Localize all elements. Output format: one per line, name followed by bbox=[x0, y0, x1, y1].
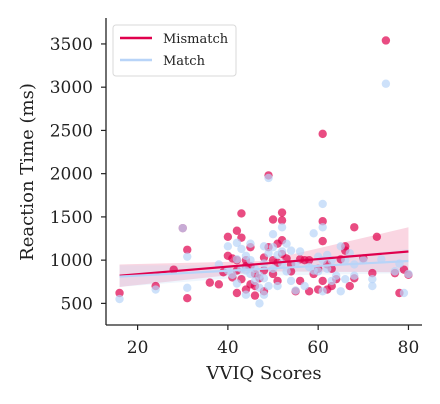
point-match bbox=[259, 242, 269, 251]
legend: Mismatch Match bbox=[112, 24, 237, 77]
point-mismatch bbox=[223, 232, 233, 241]
point-mismatch bbox=[232, 288, 242, 298]
point-match bbox=[183, 252, 192, 261]
point-mismatch bbox=[350, 223, 359, 232]
data-points bbox=[115, 36, 413, 308]
x-tick-label: 20 bbox=[127, 338, 149, 358]
point-mismatch bbox=[345, 281, 354, 291]
point-match bbox=[336, 287, 345, 296]
point-match bbox=[286, 276, 296, 286]
axes: 20 40 60 80 500 1000 1500 2000 2500 3000 3500 VVI… bbox=[17, 18, 422, 384]
point-match bbox=[115, 294, 124, 304]
point-match bbox=[259, 290, 269, 299]
point-mismatch bbox=[318, 217, 327, 226]
point-match bbox=[318, 199, 327, 209]
point-match bbox=[246, 239, 255, 248]
point-match bbox=[300, 281, 309, 291]
point-match bbox=[259, 274, 269, 283]
point-match bbox=[399, 288, 409, 298]
point-match bbox=[368, 274, 377, 284]
point-mismatch bbox=[205, 278, 215, 287]
y-ticks: 500 1000 1500 2000 2500 3000 3500 bbox=[50, 35, 106, 314]
point-mismatch bbox=[214, 280, 224, 289]
point-match bbox=[404, 269, 413, 279]
x-tick-label: 40 bbox=[217, 338, 239, 358]
point-match bbox=[318, 223, 327, 232]
fit-line-match bbox=[119, 259, 409, 278]
point-match bbox=[277, 223, 287, 232]
y-tick-label: 2000 bbox=[50, 165, 93, 185]
point-match bbox=[232, 238, 242, 248]
point-match bbox=[268, 229, 278, 239]
point-match bbox=[232, 255, 242, 264]
point-match bbox=[264, 249, 273, 258]
point-mismatch bbox=[115, 288, 124, 298]
point-match bbox=[228, 270, 237, 280]
point-match bbox=[223, 242, 233, 251]
point-mismatch bbox=[277, 208, 287, 217]
point-match bbox=[277, 259, 287, 268]
x-tick-label: 60 bbox=[307, 338, 329, 358]
point-match bbox=[341, 274, 350, 284]
point-match bbox=[291, 286, 300, 295]
point-match bbox=[336, 242, 345, 251]
point-mismatch bbox=[368, 268, 377, 278]
y-tick-label: 1000 bbox=[50, 251, 93, 271]
point-mismatch bbox=[318, 276, 327, 286]
point-match bbox=[246, 255, 255, 265]
point-match bbox=[350, 271, 359, 280]
point-match bbox=[309, 229, 318, 238]
legend-label-match: Match bbox=[163, 54, 206, 69]
point-match bbox=[277, 247, 287, 256]
x-axis-label: VVIQ Scores bbox=[205, 363, 321, 384]
point-match bbox=[282, 239, 291, 248]
point-mismatch bbox=[381, 36, 391, 45]
point-match bbox=[286, 246, 296, 255]
point-match bbox=[390, 267, 400, 276]
y-tick-label: 500 bbox=[61, 294, 93, 314]
point-match bbox=[255, 299, 264, 308]
y-tick-label: 3000 bbox=[50, 78, 93, 98]
point-match bbox=[241, 290, 251, 299]
point-match bbox=[237, 244, 246, 254]
point-mismatch bbox=[318, 236, 327, 246]
point-mismatch bbox=[372, 232, 382, 241]
point-mismatch bbox=[277, 216, 287, 225]
point-match bbox=[282, 267, 291, 276]
x-ticks: 20 40 60 80 bbox=[127, 325, 419, 358]
point-match bbox=[323, 264, 332, 273]
y-tick-label: 3500 bbox=[50, 35, 93, 55]
point-match bbox=[368, 281, 377, 291]
point-match bbox=[295, 247, 305, 256]
x-tick-label: 80 bbox=[398, 338, 420, 358]
point-match bbox=[178, 223, 187, 233]
point-mismatch bbox=[250, 291, 260, 300]
point-mismatch bbox=[183, 245, 192, 254]
point-match bbox=[268, 242, 278, 252]
point-match bbox=[255, 283, 264, 293]
point-match bbox=[264, 281, 273, 291]
point-match bbox=[332, 271, 341, 280]
point-mismatch bbox=[268, 215, 278, 224]
point-match bbox=[273, 281, 282, 291]
fit-line-mismatch bbox=[119, 250, 409, 277]
legend-label-mismatch: Mismatch bbox=[163, 32, 229, 47]
point-match bbox=[264, 173, 273, 183]
y-tick-label: 1500 bbox=[50, 208, 93, 228]
y-tick-label: 2500 bbox=[50, 121, 93, 141]
y-axis-label: Reaction Time (ms) bbox=[17, 83, 38, 261]
point-match bbox=[151, 285, 160, 294]
point-mismatch bbox=[237, 209, 246, 218]
point-match bbox=[232, 279, 242, 288]
point-match bbox=[183, 283, 192, 293]
regression-lines bbox=[119, 250, 409, 278]
point-match bbox=[318, 287, 327, 296]
point-match bbox=[313, 267, 323, 276]
point-match bbox=[381, 79, 391, 88]
point-mismatch bbox=[183, 293, 192, 303]
point-mismatch bbox=[318, 129, 327, 139]
point-mismatch bbox=[232, 226, 242, 235]
